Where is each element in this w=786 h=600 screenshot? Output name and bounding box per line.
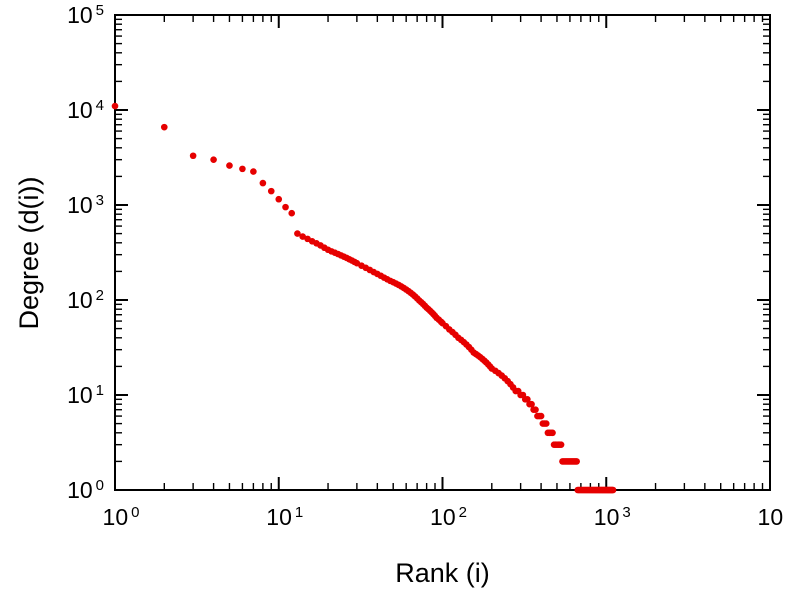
data-point — [299, 233, 306, 240]
y-tick-label: 10 2 — [67, 287, 104, 313]
y-tick-label: 10 4 — [67, 97, 104, 123]
data-point — [542, 420, 550, 427]
x-tick-label: 10 0 — [102, 504, 140, 530]
data-point — [275, 195, 283, 203]
data-point — [557, 441, 565, 448]
y-tick-label: 10 1 — [67, 382, 104, 408]
data-point — [226, 162, 233, 169]
x-axis-label: Rank (i) — [395, 558, 490, 588]
data-point — [288, 209, 296, 217]
y-tick-label: 10 3 — [67, 192, 104, 218]
data-point — [609, 486, 617, 494]
data-point — [250, 168, 257, 175]
x-tick-label: 104 — [757, 504, 784, 530]
plot-border — [114, 14, 771, 491]
x-tick-label: 10 1 — [266, 504, 304, 530]
data-point — [549, 429, 556, 437]
data-point — [294, 230, 301, 237]
data-point — [537, 412, 545, 420]
y-tick-label: 10 5 — [67, 2, 104, 28]
data-point — [189, 152, 197, 160]
data-point — [573, 458, 580, 465]
data-point — [267, 187, 275, 195]
y-axis-label: Degree (d(i)) — [14, 176, 44, 330]
data-point — [111, 102, 119, 110]
data-point — [282, 203, 289, 211]
data-point — [528, 400, 535, 408]
data-points — [111, 102, 617, 494]
x-tick-label: 10 2 — [430, 504, 467, 530]
data-point — [259, 179, 267, 187]
data-point — [210, 156, 217, 163]
data-point — [239, 165, 246, 173]
y-tick-label: 10 0 — [67, 477, 104, 503]
x-tick-label: 10 3 — [593, 504, 631, 530]
data-point — [160, 123, 168, 131]
data-point — [532, 406, 539, 414]
